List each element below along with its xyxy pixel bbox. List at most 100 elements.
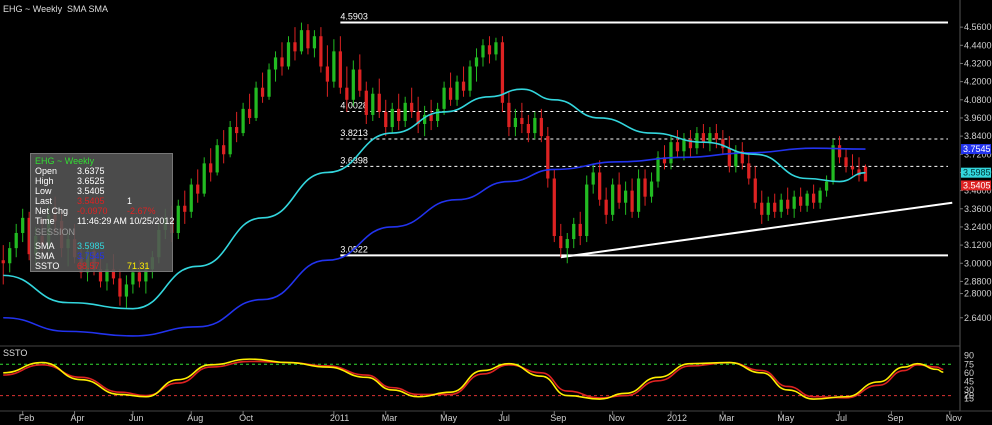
ssto-tick-label: 45 [964, 376, 974, 386]
price-tag-label: 3.5985 [963, 168, 991, 178]
price-tick-label: 3.8400 [964, 131, 992, 141]
candle-body [384, 111, 388, 128]
candle-body [559, 236, 563, 249]
candle-body [850, 166, 855, 170]
price-tag-box [961, 144, 991, 155]
candle-body [228, 127, 232, 155]
level-label: 4.5903 [340, 12, 368, 22]
price-tick-label: 4.5600 [964, 22, 992, 32]
time-tick-label: Mar [382, 413, 398, 423]
price-tag-label: 3.7545 [963, 144, 991, 154]
candle-body [481, 45, 485, 58]
candle-body [656, 157, 660, 182]
time-tick-label: Oct [239, 413, 254, 423]
ssto-tick-label: 20 [964, 391, 974, 401]
candle-body [623, 190, 628, 203]
dw-session-label: SESSION [35, 227, 76, 237]
candle-body [773, 202, 777, 212]
candle-body [222, 145, 226, 155]
ssto-tick-label: 60 [964, 368, 974, 378]
candle-body [27, 217, 31, 255]
level-label: 3.8213 [340, 128, 368, 138]
candle-body [442, 87, 446, 109]
candle-body [617, 184, 621, 203]
candle-body [565, 239, 569, 249]
candle-body [708, 133, 712, 143]
candle-body [306, 30, 310, 49]
candle-body [247, 108, 252, 118]
candle-body [669, 142, 673, 164]
candle-body [325, 66, 330, 82]
price-tag-box [961, 180, 991, 191]
candle-body [760, 202, 764, 215]
candle-body [105, 269, 109, 282]
data-window[interactable]: EHG ~ Weekly Open 3.6375 High 3.6525 Low 3.… [30, 153, 174, 272]
candle-body [319, 36, 323, 67]
time-axis[interactable]: Feb Apr Jun Aug Oct 2011 Mar May Jul Sep Nov 2012 Ma… [0, 410, 992, 423]
candle-body [286, 42, 291, 67]
price-tick-label: 3.9600 [964, 113, 992, 123]
candle-body [857, 169, 861, 176]
candle-body [507, 102, 511, 128]
candle-body [280, 57, 284, 67]
price-tick-label: 2.6400 [964, 313, 992, 323]
price-tag-label: 3.5405 [963, 180, 991, 190]
candle-body [267, 69, 271, 97]
ssto-pane-title: SSTO [3, 348, 27, 358]
time-tick-label: Feb [19, 413, 35, 423]
candle-body [403, 102, 407, 121]
candle-body [332, 51, 336, 82]
candle-body [8, 248, 12, 264]
dw-last-label: Last [35, 196, 53, 206]
candle-body [747, 163, 751, 179]
candle-body [435, 108, 440, 121]
sma-fast-line [3, 88, 866, 310]
candle-body [779, 199, 783, 212]
candle-body [591, 172, 595, 185]
candle-body [131, 272, 135, 285]
price-axis[interactable]: 2.6400 2.8000 2.8800 3.0000 3.1200 3.2400 3.36… [959, 0, 992, 411]
candle-body [273, 57, 278, 70]
candle-body [734, 151, 738, 167]
price-tick-label: 2.8800 [964, 276, 992, 286]
candle-body [124, 284, 129, 297]
candle-body [578, 223, 582, 237]
candle-body [701, 133, 706, 143]
candle-body [792, 196, 796, 209]
price-tags: 3.7545 3.5985 3.5405 [961, 144, 991, 191]
price-tick-label: 4.0800 [964, 95, 992, 105]
dw-sma2-value: 3.7545 [77, 251, 105, 261]
time-tick-label: Apr [71, 413, 85, 423]
candle-body [209, 163, 213, 173]
candle-body [474, 57, 479, 67]
dw-sma1-value: 3.5985 [77, 241, 105, 251]
candle-body [21, 217, 25, 233]
time-tick-label: May [440, 413, 458, 423]
data-window-title: EHG ~ Weekly [35, 156, 95, 166]
time-tick-label: Sep [887, 413, 903, 423]
candle-body [429, 114, 433, 121]
candle-body [176, 205, 180, 233]
candle-body [196, 184, 200, 194]
candle-body [863, 166, 868, 182]
time-tick-label: Jun [129, 413, 144, 423]
price-tick-label: 3.3600 [964, 204, 992, 214]
ssto-tick-label: 15 [964, 393, 974, 403]
candle-body [721, 139, 725, 149]
dw-ssto-k-value: 68.57 [77, 261, 100, 271]
candle-body [351, 69, 355, 100]
candle-body [695, 133, 699, 149]
dw-low-label: Low [35, 186, 52, 196]
dw-time-label: Time [35, 216, 55, 226]
candle-body [448, 87, 453, 100]
candle-body [1, 260, 5, 264]
time-tick-label: 2012 [667, 413, 687, 423]
level-label: 4.0028 [340, 100, 368, 110]
ssto-d-line [3, 360, 944, 399]
candle-body [844, 157, 848, 167]
dw-open-label: Open [35, 166, 58, 176]
candle-body [364, 90, 368, 115]
candle-body [338, 51, 342, 88]
candle-body [533, 117, 537, 134]
